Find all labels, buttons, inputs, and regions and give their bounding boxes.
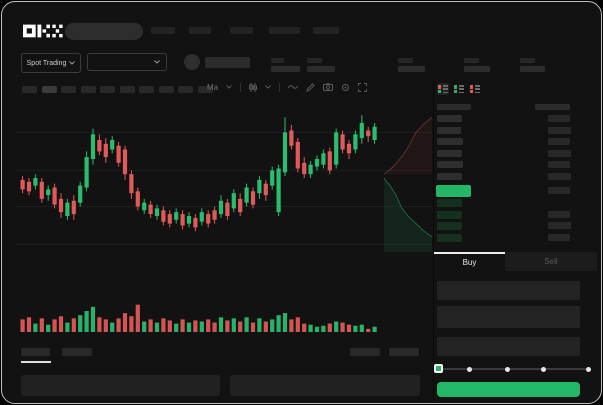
nav-item-placeholder[interactable] — [269, 27, 300, 34]
timeframe-button[interactable] — [22, 86, 37, 93]
amount-slider-stop[interactable] — [541, 366, 546, 372]
amount-slider-handle[interactable] — [434, 364, 443, 373]
nav-item-placeholder[interactable] — [189, 27, 211, 34]
orderbook-asks-toggle[interactable] — [469, 83, 481, 95]
settings-gear-icon[interactable] — [341, 83, 350, 92]
bid-price-placeholder[interactable] — [437, 210, 462, 219]
bid-amount-placeholder — [548, 222, 571, 230]
buy-submit-button[interactable] — [437, 382, 580, 397]
last-price-bar[interactable] — [436, 185, 471, 197]
chart-bottom-tab[interactable] — [62, 348, 92, 356]
ask-price-placeholder[interactable] — [437, 149, 462, 157]
amount-slider-stop[interactable] — [467, 366, 472, 372]
sell-tab-label: Sell — [544, 257, 558, 266]
chart-bottom-action[interactable] — [389, 348, 419, 356]
stat-value-placeholder — [307, 66, 335, 72]
stat-label-placeholder — [307, 58, 322, 63]
amount-slider-track[interactable] — [437, 368, 591, 370]
pair-select[interactable] — [87, 53, 167, 71]
bottom-panel-right[interactable] — [230, 375, 420, 396]
timeframe-button[interactable] — [178, 86, 193, 93]
timeframe-button[interactable] — [80, 86, 96, 93]
orderbook-bids-toggle[interactable] — [453, 83, 465, 95]
candle-style-icon[interactable] — [249, 82, 258, 92]
orderbook-combined-toggle[interactable] — [437, 83, 449, 95]
ask-price-placeholder[interactable] — [437, 126, 461, 134]
ask-amount-placeholder — [548, 115, 570, 122]
ask-price-placeholder[interactable] — [437, 161, 463, 168]
ask-amount-placeholder — [548, 126, 571, 134]
price-input[interactable] — [437, 281, 580, 300]
stat-value-placeholder — [271, 66, 300, 72]
candlestick-chart[interactable] — [16, 102, 432, 292]
chevron-down-icon[interactable] — [226, 85, 232, 89]
ask-price-placeholder[interactable] — [437, 138, 463, 145]
stat-label-placeholder — [464, 58, 479, 63]
bid-price-placeholder[interactable] — [437, 222, 462, 231]
ask-price-placeholder[interactable] — [437, 115, 462, 122]
ask-amount-placeholder — [548, 138, 570, 145]
stat-label-placeholder — [271, 58, 284, 63]
chart-tools: Ma — [207, 82, 368, 92]
market-mode-label: Spot Trading — [26, 59, 67, 67]
nav-item-placeholder[interactable] — [230, 27, 253, 34]
last-price-amount-placeholder — [548, 187, 570, 194]
bid-price-placeholder[interactable] — [437, 233, 462, 242]
ask-amount-placeholder — [548, 172, 571, 180]
nav-item-placeholder[interactable] — [313, 27, 339, 34]
timeframe-button[interactable] — [139, 86, 154, 93]
pair-name-placeholder[interactable] — [205, 57, 250, 68]
timeframe-button[interactable] — [100, 86, 115, 93]
bid-amount-placeholder — [548, 233, 570, 241]
right-panel: Buy Sell — [434, 80, 597, 401]
nav-item-placeholder[interactable] — [151, 27, 175, 34]
timeframe-button[interactable] — [61, 86, 76, 93]
stat-label-placeholder — [398, 58, 413, 63]
stat-value-placeholder — [464, 66, 490, 72]
amount-slider-stop[interactable] — [505, 366, 510, 372]
timeframe-button[interactable] — [197, 86, 213, 93]
timeframe-bar — [22, 86, 213, 93]
ask-amount-placeholder — [548, 161, 570, 168]
volume-chart — [20, 304, 377, 332]
orderbook-amount-header — [535, 104, 570, 110]
okx-logo — [23, 24, 63, 38]
buy-tab-label: Buy — [462, 258, 477, 267]
chevron-down-icon[interactable] — [265, 85, 271, 89]
amount-input[interactable] — [437, 306, 580, 328]
chart-bottom-tab[interactable] — [21, 348, 50, 356]
chevron-down-icon — [154, 60, 160, 64]
bid-price-placeholder[interactable] — [437, 199, 462, 207]
orderbook-price-header — [437, 104, 471, 110]
stat-value-placeholder — [398, 66, 425, 72]
ask-amount-placeholder — [548, 149, 571, 157]
stat-value-placeholder — [520, 66, 545, 72]
buy-tab[interactable]: Buy — [434, 252, 505, 271]
panel-divider — [433, 80, 434, 401]
divider — [279, 82, 281, 92]
fullscreen-icon[interactable] — [358, 82, 368, 92]
timeframe-button[interactable] — [158, 86, 174, 93]
ask-price-placeholder[interactable] — [437, 172, 462, 180]
camera-icon[interactable] — [323, 83, 334, 91]
indicator-button[interactable]: Ma — [207, 82, 219, 92]
chart-bottom-action[interactable] — [350, 348, 380, 356]
timeframe-button[interactable] — [119, 86, 135, 93]
stat-label-placeholder — [520, 58, 535, 63]
market-mode-select[interactable]: Spot Trading — [21, 53, 81, 73]
sell-tab[interactable]: Sell — [505, 252, 597, 271]
active-tab-underline — [21, 361, 51, 363]
chevron-down-icon — [69, 61, 76, 65]
divider — [240, 82, 242, 92]
bid-amount-placeholder — [548, 210, 570, 218]
bottom-panel-left[interactable] — [21, 375, 220, 396]
amount-slider-stop[interactable] — [586, 366, 591, 372]
total-input[interactable] — [437, 337, 580, 356]
search-bar[interactable] — [65, 23, 143, 40]
timeframe-button[interactable] — [41, 86, 57, 93]
draw-pencil-icon[interactable] — [306, 82, 315, 92]
coin-avatar — [184, 54, 200, 70]
line-tool-icon[interactable] — [288, 84, 299, 90]
